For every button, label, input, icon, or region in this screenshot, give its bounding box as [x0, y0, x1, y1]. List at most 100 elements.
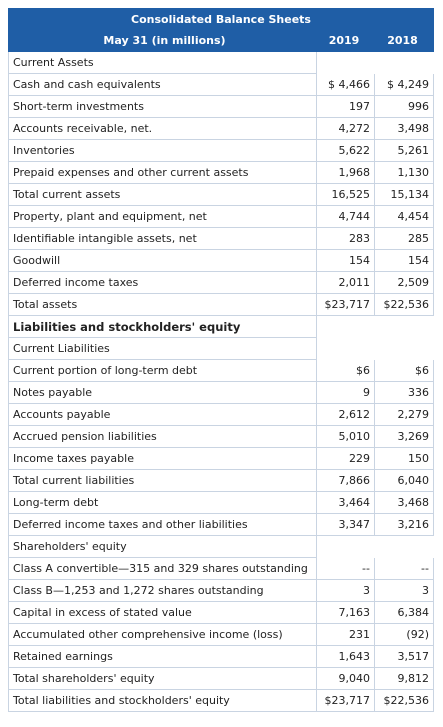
- table-row: Total current liabilities 7,866 6,040: [8, 470, 434, 492]
- value-2018: (92): [375, 624, 434, 646]
- value-2019: 9: [317, 382, 375, 404]
- row-label: Goodwill: [8, 250, 317, 272]
- table-row: Current portion of long-term debt $6 $6: [8, 360, 434, 382]
- value-2019: 5,010: [317, 426, 375, 448]
- table-row: Total shareholders' equity 9,040 9,812: [8, 668, 434, 690]
- row-label: Accounts payable: [8, 404, 317, 426]
- row-label: Deferred income taxes and other liabilit…: [8, 514, 317, 536]
- row-label: Total current assets: [8, 184, 317, 206]
- row-label: Accounts receivable, net.: [8, 118, 317, 140]
- value-2019: 16,525: [317, 184, 375, 206]
- value-2019: 1,643: [317, 646, 375, 668]
- value-2018: 3,269: [375, 426, 434, 448]
- value-2018: 15,134: [375, 184, 434, 206]
- row-label: Class A convertible—315 and 329 shares o…: [8, 558, 317, 580]
- row-label: Total assets: [8, 294, 317, 316]
- table-row: Long-term debt 3,464 3,468: [8, 492, 434, 514]
- value-2018: 996: [375, 96, 434, 118]
- value-2019: 1,968: [317, 162, 375, 184]
- table-row: Income taxes payable 229 150: [8, 448, 434, 470]
- value-2018: 154: [375, 250, 434, 272]
- table-row: Deferred income taxes 2,011 2,509: [8, 272, 434, 294]
- value-2018: 3,216: [375, 514, 434, 536]
- value-2018: 3,498: [375, 118, 434, 140]
- table-row: Current Assets: [8, 52, 434, 74]
- row-label: Current Liabilities: [8, 338, 317, 360]
- value-2018: 3: [375, 580, 434, 602]
- table-row: Identifiable intangible assets, net 283 28…: [8, 228, 434, 250]
- table: Current Assets Cash and cash equivalents $…: [8, 52, 434, 712]
- table-row: Total assets $23,717 $22,536: [8, 294, 434, 316]
- value-2019: 9,040: [317, 668, 375, 690]
- table-row: Retained earnings 1,643 3,517: [8, 646, 434, 668]
- table-row: Deferred income taxes and other liabilit…: [8, 514, 434, 536]
- table-row: Accounts receivable, net. 4,272 3,498: [8, 118, 434, 140]
- value-2019: $23,717: [317, 690, 375, 712]
- header-row: May 31 (in millions) 2019 2018: [8, 30, 434, 52]
- value-2018: 6,384: [375, 602, 434, 624]
- table-row: Accrued pension liabilities 5,010 3,269: [8, 426, 434, 448]
- row-label: Income taxes payable: [8, 448, 317, 470]
- title: Consolidated Balance Sheets: [131, 13, 311, 26]
- row-label: Current Assets: [8, 52, 317, 74]
- row-label: Capital in excess of stated value: [8, 602, 317, 624]
- value-2019: 2,011: [317, 272, 375, 294]
- subtitle: May 31 (in millions): [103, 34, 226, 47]
- value-2018: --: [375, 558, 434, 580]
- table-row: Total current assets 16,525 15,134: [8, 184, 434, 206]
- table-row: Prepaid expenses and other current asset…: [8, 162, 434, 184]
- row-label: Accumulated other comprehensive income (…: [8, 624, 317, 646]
- row-label: Short-term investments: [8, 96, 317, 118]
- row-label: Prepaid expenses and other current asset…: [8, 162, 317, 184]
- value-2018: 9,812: [375, 668, 434, 690]
- value-2018: 3,468: [375, 492, 434, 514]
- value-2019: --: [317, 558, 375, 580]
- table-row: Accounts payable 2,612 2,279: [8, 404, 434, 426]
- value-2018: 4,454: [375, 206, 434, 228]
- table-row: Accumulated other comprehensive income (…: [8, 624, 434, 646]
- balance-sheet: Consolidated Balance Sheets May 31 (in m…: [8, 8, 434, 712]
- year: 2018: [387, 34, 418, 47]
- table-row: Class A convertible—315 and 329 shares o…: [8, 558, 434, 580]
- table-row: Goodwill 154 154: [8, 250, 434, 272]
- header: Consolidated Balance Sheets May 31 (in m…: [8, 8, 434, 52]
- row-label: Shareholders' equity: [8, 536, 317, 558]
- value-2018: $22,536: [375, 690, 434, 712]
- value-2018: $6: [375, 360, 434, 382]
- row-label: Identifiable intangible assets, net: [8, 228, 317, 250]
- row-label: Deferred income taxes: [8, 272, 317, 294]
- row-label: Inventories: [8, 140, 317, 162]
- value-2019: 4,744: [317, 206, 375, 228]
- value-2018: 336: [375, 382, 434, 404]
- row-label: Liabilities and stockholders' equity: [8, 316, 317, 338]
- table-row: Current Liabilities: [8, 338, 434, 360]
- table-row: Short-term investments 197 996: [8, 96, 434, 118]
- table-row: Shareholders' equity: [8, 536, 434, 558]
- table-row: Liabilities and stockholders' equity: [8, 316, 434, 338]
- value-2018: 285: [375, 228, 434, 250]
- year: 2019: [328, 34, 360, 47]
- row-label: Property, plant and equipment, net: [8, 206, 317, 228]
- table-row: Capital in excess of stated value 7,163 6,…: [8, 602, 434, 624]
- value-2018: 5,261: [375, 140, 434, 162]
- row-label: Class B—1,253 and 1,272 shares outstandi…: [8, 580, 317, 602]
- value-2019: 5,622: [317, 140, 375, 162]
- table-row: Class B—1,253 and 1,272 shares outstandi…: [8, 580, 434, 602]
- row-label: Long-term debt: [8, 492, 317, 514]
- value-2018: $22,536: [375, 294, 434, 316]
- row-label: Accrued pension liabilities: [8, 426, 317, 448]
- value-2018: 1,130: [375, 162, 434, 184]
- row-label: Retained earnings: [8, 646, 317, 668]
- value-2018: 2,279: [375, 404, 434, 426]
- value-2019: $23,717: [317, 294, 375, 316]
- table-row: Property, plant and equipment, net 4,744 4…: [8, 206, 434, 228]
- row-label: Total shareholders' equity: [8, 668, 317, 690]
- value-2019: 2,612: [317, 404, 375, 426]
- value-2018: 3,517: [375, 646, 434, 668]
- row-label: Total current liabilities: [8, 470, 317, 492]
- value-2019: 231: [317, 624, 375, 646]
- value-2018: 2,509: [375, 272, 434, 294]
- value-2019: 283: [317, 228, 375, 250]
- value-2019: $6: [317, 360, 375, 382]
